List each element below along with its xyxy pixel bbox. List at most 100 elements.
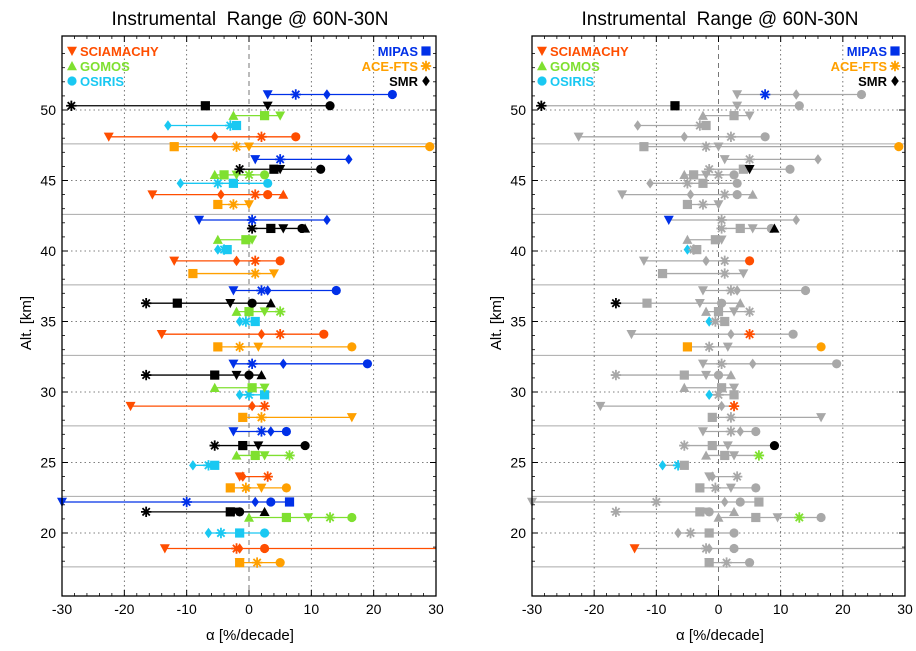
- left-panel-xlabel: α [%/decade]: [206, 627, 294, 644]
- right-data-point: [731, 471, 743, 482]
- right-data-point: [679, 460, 689, 470]
- right-data-point: [732, 90, 743, 100]
- left-data-point: [176, 178, 185, 189]
- right-data-point: [713, 389, 724, 401]
- right-data-point: [725, 412, 737, 423]
- left-data-point: [140, 297, 152, 309]
- left-data-point: [266, 223, 276, 234]
- right-data-point: [704, 528, 714, 538]
- right-data-point: [657, 268, 668, 279]
- left-data-point: [324, 512, 336, 523]
- left-data-point: [210, 131, 219, 142]
- right-data-point: [686, 189, 695, 200]
- left-data-point: [214, 244, 222, 255]
- left-data-point: [248, 400, 256, 412]
- left-data-point: [259, 451, 270, 461]
- right-data-point: [702, 255, 710, 267]
- right-y-tick-label: 20: [510, 525, 526, 541]
- left-data-point: [169, 256, 180, 266]
- right-data-point: [703, 164, 715, 175]
- right-data-point: [679, 169, 690, 180]
- left-data-point: [256, 426, 267, 437]
- left-data-point: [291, 132, 301, 142]
- right-y-tick-label: 50: [510, 102, 526, 118]
- right-data-point: [682, 199, 693, 210]
- left-data-point: [225, 483, 235, 493]
- left-data-point: [247, 235, 258, 245]
- right-data-point: [733, 285, 741, 296]
- right-panel-title: Instrumental Range @ 60N-30N: [582, 9, 859, 30]
- left-data-point: [263, 190, 273, 200]
- left-y-tick-label: 20: [40, 525, 56, 541]
- left-data-point: [231, 141, 242, 152]
- left-data-point: [219, 170, 229, 180]
- right-data-point: [738, 164, 748, 174]
- left-data-point: [316, 164, 326, 174]
- right-data-point: [728, 400, 740, 412]
- left-data-point: [159, 544, 170, 554]
- right-data-point: [707, 440, 717, 451]
- left-data-point: [240, 482, 252, 494]
- right-data-point: [729, 543, 739, 554]
- right-data-point: [722, 342, 733, 352]
- right-legend-marker-gomos: [537, 61, 547, 71]
- left-data-point: [259, 400, 270, 412]
- left-data-point: [284, 450, 295, 461]
- left-data-point: [140, 506, 152, 518]
- right-x-tick-label: 20: [835, 601, 851, 617]
- left-data-point: [181, 496, 192, 508]
- left-data-point: [228, 178, 239, 188]
- left-data-point: [244, 142, 254, 152]
- right-data-point: [695, 507, 705, 517]
- left-data-point: [213, 199, 223, 210]
- right-data-point: [710, 482, 721, 494]
- right-data-point: [753, 450, 765, 461]
- right-data-point: [713, 512, 724, 522]
- right-data-point: [695, 483, 705, 493]
- right-data-point: [633, 120, 642, 131]
- right-data-point: [716, 358, 727, 369]
- right-legend-label-osiris: OSIRIS: [550, 74, 594, 89]
- left-data-point: [290, 89, 301, 100]
- left-data-point: [244, 512, 254, 522]
- right-data-point: [672, 460, 684, 471]
- left-data-point: [266, 497, 276, 507]
- left-x-tick-label: 0: [245, 601, 253, 617]
- right-data-point: [814, 154, 822, 165]
- left-data-point: [278, 224, 289, 234]
- right-data-point: [700, 141, 712, 152]
- left-data-point: [247, 383, 257, 393]
- right-data-point: [744, 154, 755, 165]
- right-data-point: [701, 370, 712, 381]
- left-data-point: [244, 370, 254, 380]
- right-data-point: [816, 413, 827, 423]
- left-y-tick-label: 35: [40, 314, 56, 330]
- left-data-point: [253, 342, 264, 352]
- left-data-point: [256, 131, 267, 142]
- right-data-point: [713, 370, 724, 380]
- right-data-point: [646, 178, 654, 189]
- right-data-point: [729, 307, 740, 317]
- right-data-point: [722, 441, 733, 451]
- left-data-point: [210, 370, 220, 380]
- left-legend-label-gomos: GOMOS: [80, 59, 130, 74]
- left-data-point: [251, 496, 260, 508]
- left-data-point: [259, 307, 270, 317]
- left-legend-marker-osiris: [67, 76, 77, 86]
- right-x-tick-label: 30: [897, 601, 913, 617]
- right-data-point: [735, 223, 745, 234]
- right-y-tick-label: 35: [510, 314, 526, 330]
- left-data-point: [274, 328, 286, 340]
- right-data-point: [670, 101, 680, 111]
- left-data-point: [269, 164, 279, 174]
- left-data-point: [243, 169, 255, 181]
- left-data-point: [103, 132, 114, 142]
- left-x-tick-label: -30: [52, 601, 72, 617]
- right-x-tick-label: 0: [715, 601, 723, 617]
- right-data-point: [704, 507, 714, 517]
- right-data-point: [729, 390, 739, 400]
- left-legend-marker-ace-fts: [420, 60, 432, 72]
- right-legend-label-mipas: MIPAS: [847, 44, 888, 59]
- right-data-point: [680, 131, 689, 142]
